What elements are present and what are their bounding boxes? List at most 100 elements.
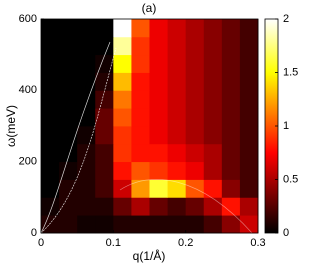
colorbar-tick-label: 1.5 [283,66,298,78]
cell [113,54,132,73]
cell [239,197,259,216]
cell [59,161,78,180]
cell [41,179,60,198]
x-tick-label: 0.1 [106,237,121,249]
cell [239,143,259,163]
x-axis-label: q(1/Å) [133,248,166,263]
cell [59,197,78,216]
cell [59,54,78,73]
cell [149,197,168,216]
cell [185,108,205,127]
cell [239,36,259,56]
cell [167,197,187,216]
cell [41,126,60,145]
cell [149,179,168,198]
cell [167,179,187,198]
cell [113,197,132,216]
cell [41,143,60,163]
cell [239,72,259,91]
cell [59,19,78,38]
cell [203,161,223,180]
cell [149,161,168,180]
cell [113,36,132,56]
cell [203,215,223,234]
cell [95,54,114,73]
cell [185,215,205,234]
cell [221,161,241,180]
cell [221,108,241,127]
cell [185,126,205,145]
curve [40,47,117,234]
cell [113,161,132,180]
cell [131,108,150,127]
cell [95,161,114,180]
cell [203,72,223,91]
cell [239,108,259,127]
cell [131,215,150,234]
model-curves [40,41,253,234]
cell [185,36,205,56]
cell [77,90,96,109]
cell [221,126,241,145]
cell [167,72,187,91]
cell [185,143,205,163]
cell [149,143,168,163]
cell [239,161,259,180]
cell [77,179,96,198]
cell [113,179,132,198]
cell [95,108,114,127]
cell [77,19,96,38]
cell [149,36,168,56]
cell [59,90,78,109]
cell [221,19,241,38]
x-tick-label: 0 [38,237,44,249]
cell [77,126,96,145]
plot-frame [40,18,259,234]
cell [77,54,96,73]
cell [95,179,114,198]
cell [77,72,96,91]
cell [185,179,205,198]
cell [41,19,60,38]
y-tick-label: 400 [19,84,37,96]
cell [59,143,78,163]
cell [77,108,96,127]
cell [203,179,223,198]
cell [95,72,114,91]
cell [59,108,78,127]
cell [167,108,187,127]
cell [203,108,223,127]
cell [41,36,60,56]
cell [167,90,187,109]
cell [41,161,60,180]
cell [221,143,241,163]
cell [77,143,96,163]
colorbar-tick-label: 0 [283,227,289,239]
cell [221,54,241,73]
y-axis-label: ω(meV) [4,105,18,147]
cell [203,36,223,56]
cell [95,215,114,234]
cell [41,72,60,91]
cell [77,36,96,56]
cell [185,90,205,109]
cell [185,161,205,180]
heatmap [41,19,259,234]
cell [203,90,223,109]
cell [59,215,78,234]
cell [95,90,114,109]
cell [203,126,223,145]
cell [77,161,96,180]
cell [131,161,150,180]
cell [203,143,223,163]
cell [113,108,132,127]
cell [149,126,168,145]
cell [95,143,114,163]
cell [113,72,132,91]
cell [41,54,60,73]
cell [221,179,241,198]
curve [119,179,253,234]
cell [239,54,259,73]
cell [95,126,114,145]
cell [131,19,150,38]
